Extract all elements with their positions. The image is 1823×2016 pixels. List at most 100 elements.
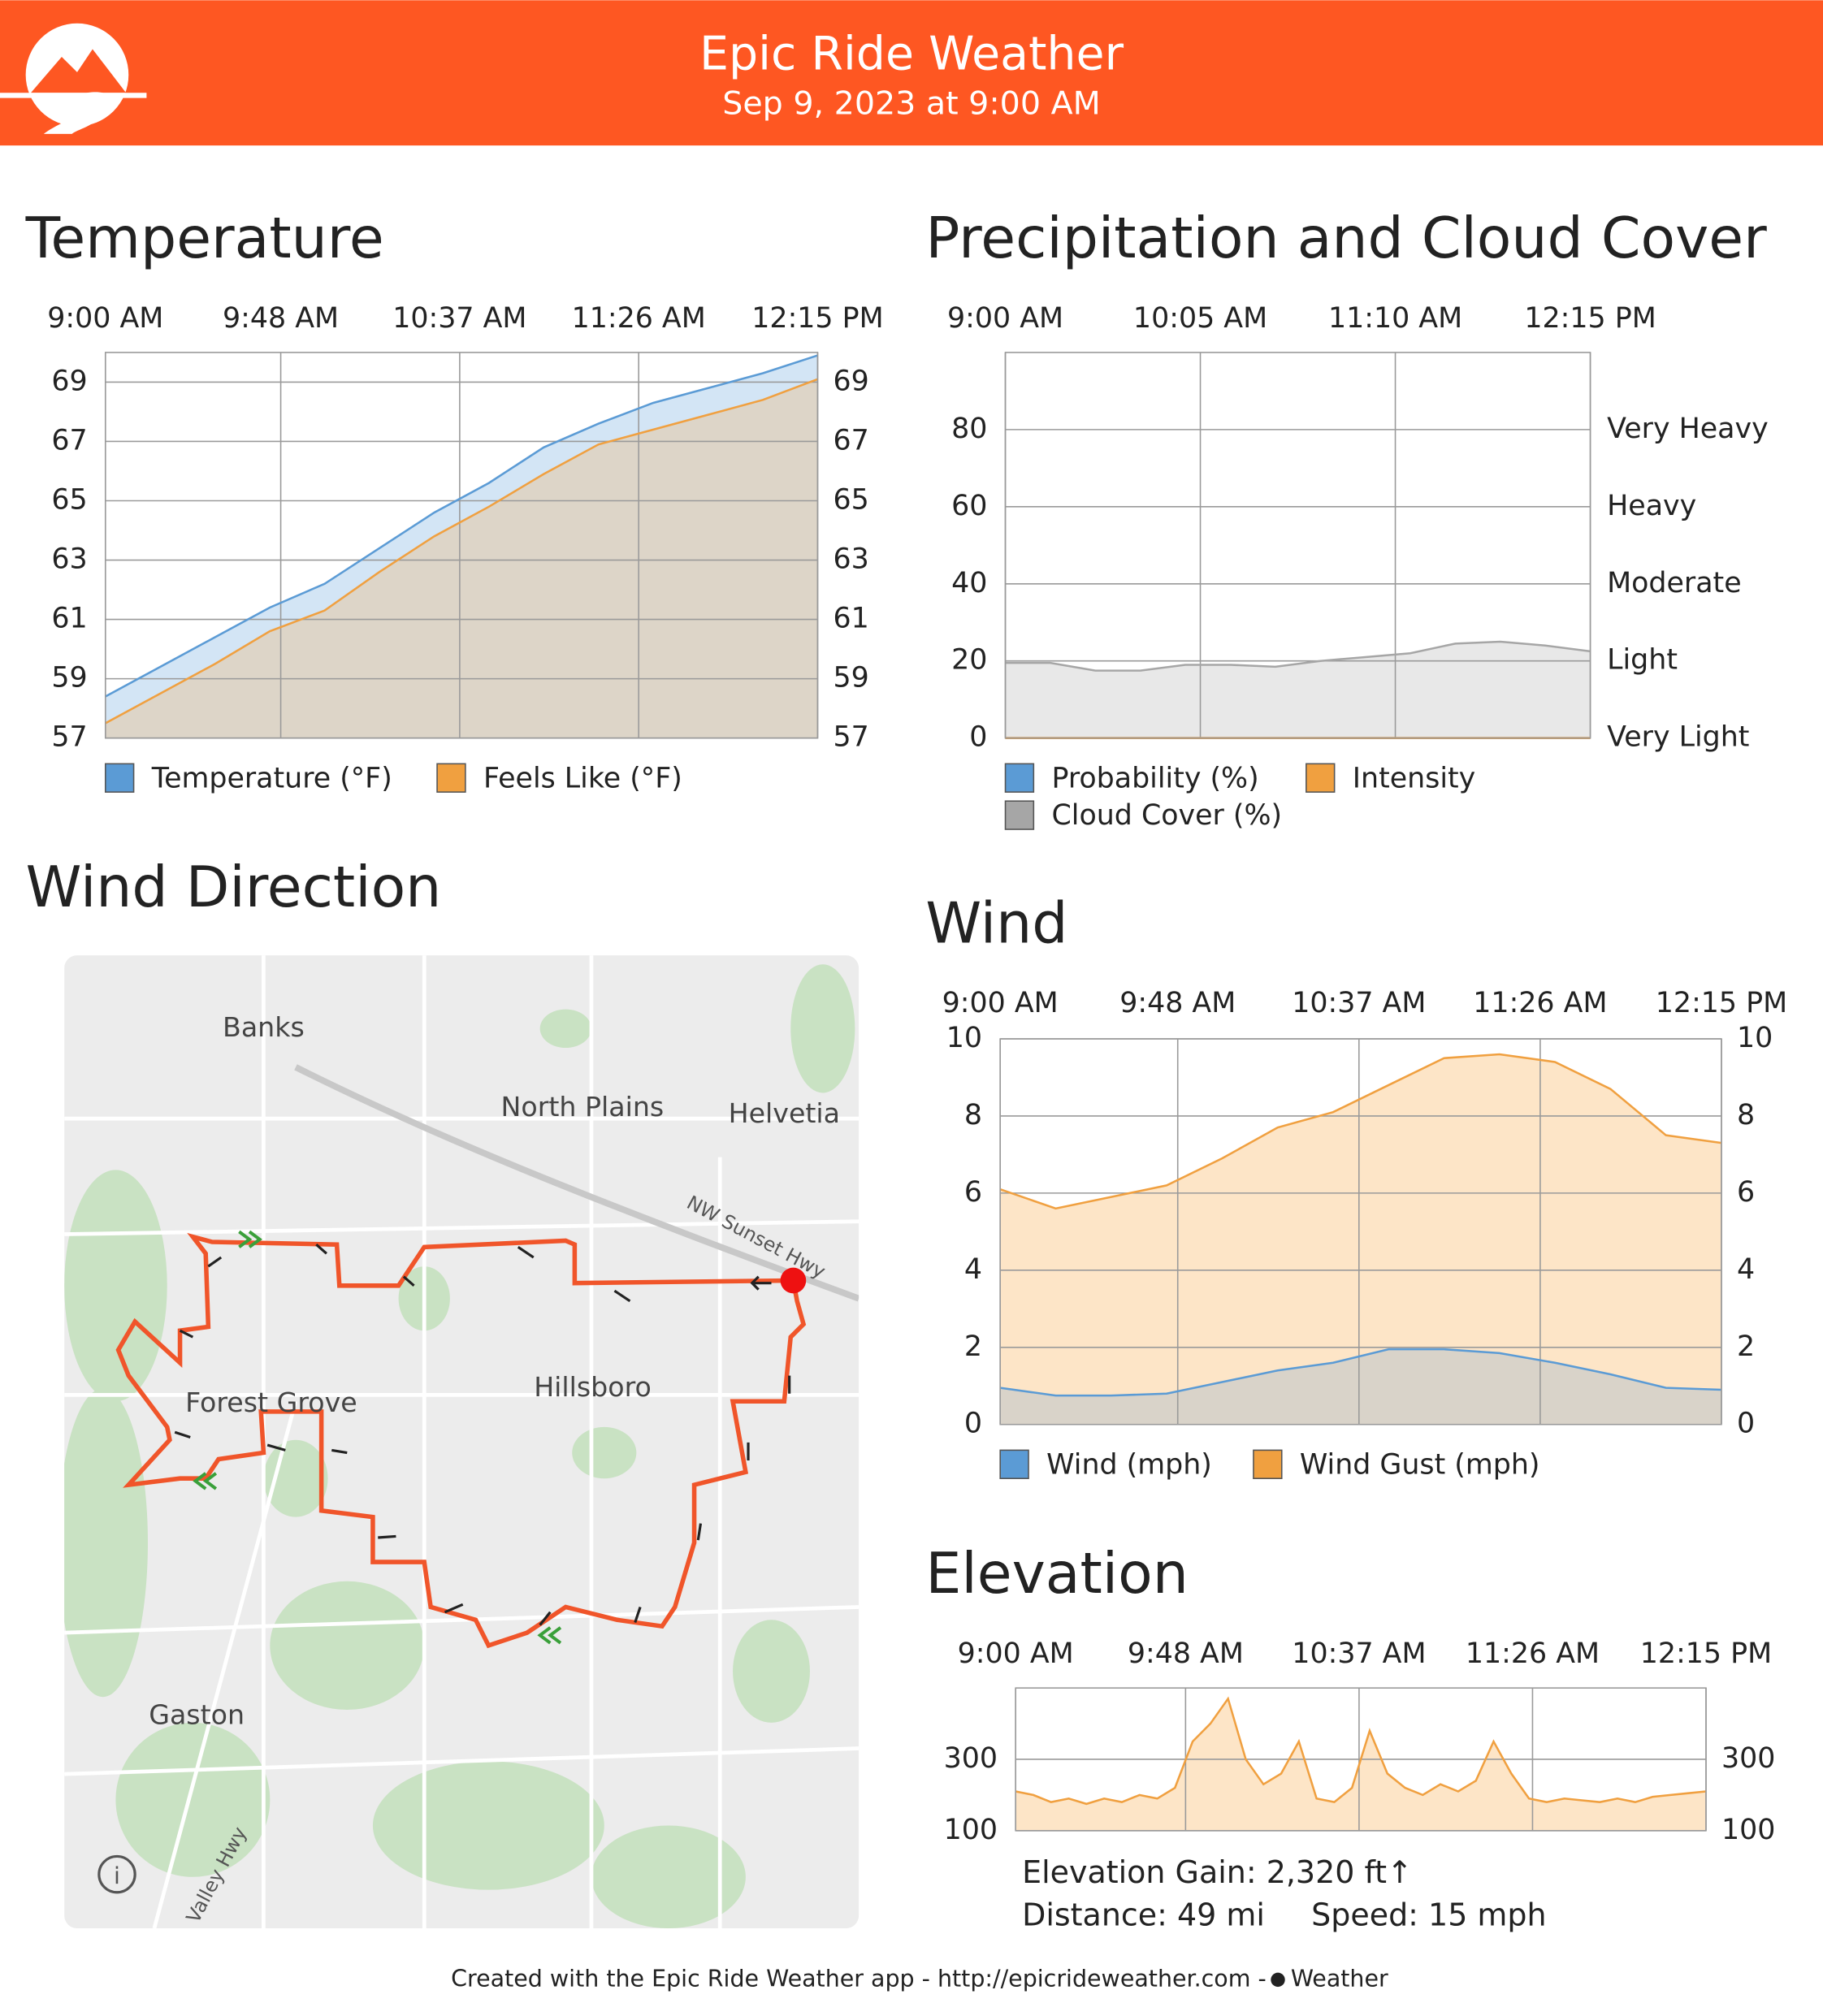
y-tick-label-right: 57 <box>833 721 868 754</box>
x-tick-label: 10:37 AM <box>1292 987 1426 1019</box>
y-tick-label: 65 <box>51 484 87 517</box>
y-tick-label-right: 67 <box>833 424 868 456</box>
map-label: North Plains <box>501 1091 665 1123</box>
x-tick-label: 11:26 AM <box>572 302 706 335</box>
y-tick-label: 59 <box>51 662 87 694</box>
x-tick-label: 10:05 AM <box>1133 302 1267 335</box>
map-label: Hillsboro <box>534 1371 652 1403</box>
x-tick-label: 10:37 AM <box>1292 1637 1426 1670</box>
y-tick-label: 100 <box>944 1814 998 1846</box>
x-tick-label: 9:00 AM <box>958 1637 1074 1670</box>
y2-tick-label: Heavy <box>1607 490 1696 522</box>
series-line <box>105 354 818 698</box>
plot-border <box>999 1038 1722 1425</box>
y-tick-label: 300 <box>944 1742 998 1775</box>
x-tick-label: 9:48 AM <box>1128 1637 1244 1670</box>
plot-border <box>1015 1687 1707 1832</box>
y-tick-label: 61 <box>51 603 87 635</box>
y-tick-label-right: 2 <box>1737 1330 1755 1363</box>
y-tick-label: 63 <box>51 543 87 576</box>
y-tick-label: 10 <box>946 1022 982 1054</box>
map-label: Forest Grove <box>185 1387 357 1418</box>
map: i <box>64 955 860 1929</box>
y-tick-label: 69 <box>51 365 87 397</box>
y-tick-label-right: 65 <box>833 484 868 517</box>
y-tick-label: 6 <box>964 1176 982 1209</box>
footer-brand: Weather <box>1291 1965 1388 1992</box>
y-tick-label-right: 10 <box>1737 1022 1773 1054</box>
legend-label: Temperature (°F) <box>151 762 392 794</box>
y-tick-label: 0 <box>969 721 987 754</box>
legend-label: Feels Like (°F) <box>483 762 682 794</box>
y-tick-label-right: 61 <box>833 603 868 635</box>
x-tick-label: 11:10 AM <box>1328 302 1462 335</box>
y-tick-label: 0 <box>964 1408 982 1440</box>
x-tick-label: 9:00 AM <box>942 987 1059 1019</box>
area-fill <box>1000 1053 1721 1425</box>
chart-title: Temperature <box>25 205 384 271</box>
y-tick-label-right: 300 <box>1721 1742 1775 1775</box>
map-label: Banks <box>223 1011 305 1043</box>
y2-tick-label: Light <box>1607 644 1678 677</box>
chart-title: Wind <box>925 890 1067 956</box>
elevation-gain: Elevation Gain: 2,320 ft↑ <box>1022 1854 1413 1890</box>
plot-border <box>104 352 819 739</box>
header-title: Epic Ride Weather <box>699 28 1124 81</box>
y-tick-label-right: 100 <box>1721 1814 1775 1846</box>
legend-label: Probability (%) <box>1051 762 1258 794</box>
y-tick-label: 20 <box>951 644 987 677</box>
plot-border <box>1004 352 1591 739</box>
series-line <box>1000 1348 1722 1397</box>
x-tick-label: 9:48 AM <box>223 302 339 335</box>
svg-text:i: i <box>114 1862 120 1889</box>
y-tick-label-right: 6 <box>1737 1176 1755 1209</box>
legend-swatch <box>1004 763 1035 793</box>
y-tick-label-right: 69 <box>833 365 868 397</box>
map-label: Helvetia <box>729 1097 840 1129</box>
y-tick-label: 67 <box>51 424 87 456</box>
y-tick-label: 2 <box>964 1330 982 1363</box>
distance: Distance: 49 mi <box>1022 1897 1265 1932</box>
footer-text: Created with the Epic Ride Weather app -… <box>451 1965 1267 1992</box>
series-line <box>999 1053 1722 1210</box>
x-tick-label: 11:26 AM <box>1473 987 1607 1019</box>
header-bar <box>0 0 1823 146</box>
y-tick-label-right: 63 <box>833 543 868 576</box>
x-tick-label: 12:15 PM <box>1656 987 1787 1019</box>
y-tick-label-right: 59 <box>833 662 868 694</box>
area-fill <box>1005 641 1591 738</box>
area-fill <box>105 379 818 738</box>
map-title: Wind Direction <box>26 854 442 920</box>
y-tick-label-right: 8 <box>1737 1099 1755 1131</box>
y2-tick-label: Moderate <box>1607 567 1742 599</box>
legend-swatch <box>1306 763 1336 793</box>
legend-swatch <box>1253 1449 1283 1479</box>
x-tick-label: 9:00 AM <box>47 302 163 335</box>
legend-label: Cloud Cover (%) <box>1051 799 1282 832</box>
y-tick-label-right: 4 <box>1737 1253 1755 1286</box>
series-line <box>1015 1696 1707 1806</box>
chart-title: Precipitation and Cloud Cover <box>925 205 1767 271</box>
legend-swatch <box>104 763 135 793</box>
legend-label: Wind Gust (mph) <box>1300 1448 1540 1481</box>
header-subtitle: Sep 9, 2023 at 9:00 AM <box>722 85 1100 123</box>
legend-swatch <box>1004 800 1035 830</box>
y2-tick-label: Very Heavy <box>1607 413 1769 445</box>
map-label: Gaston <box>149 1698 245 1730</box>
y-tick-label: 80 <box>951 413 987 445</box>
legend-swatch <box>436 763 466 793</box>
x-tick-label: 11:26 AM <box>1466 1637 1600 1670</box>
legend-label: Wind (mph) <box>1046 1448 1212 1481</box>
x-tick-label: 12:15 PM <box>1640 1637 1772 1670</box>
y-tick-label: 57 <box>51 721 87 754</box>
logo <box>0 23 147 134</box>
y2-tick-label: Very Light <box>1607 721 1749 754</box>
area-fill <box>1000 1349 1721 1425</box>
x-tick-label: 9:00 AM <box>947 302 1063 335</box>
x-tick-label: 10:37 AM <box>392 302 526 335</box>
x-tick-label: 9:48 AM <box>1119 987 1236 1019</box>
x-tick-label: 12:15 PM <box>1524 302 1656 335</box>
y-tick-label-right: 0 <box>1737 1408 1755 1440</box>
y-tick-label: 8 <box>964 1099 982 1131</box>
